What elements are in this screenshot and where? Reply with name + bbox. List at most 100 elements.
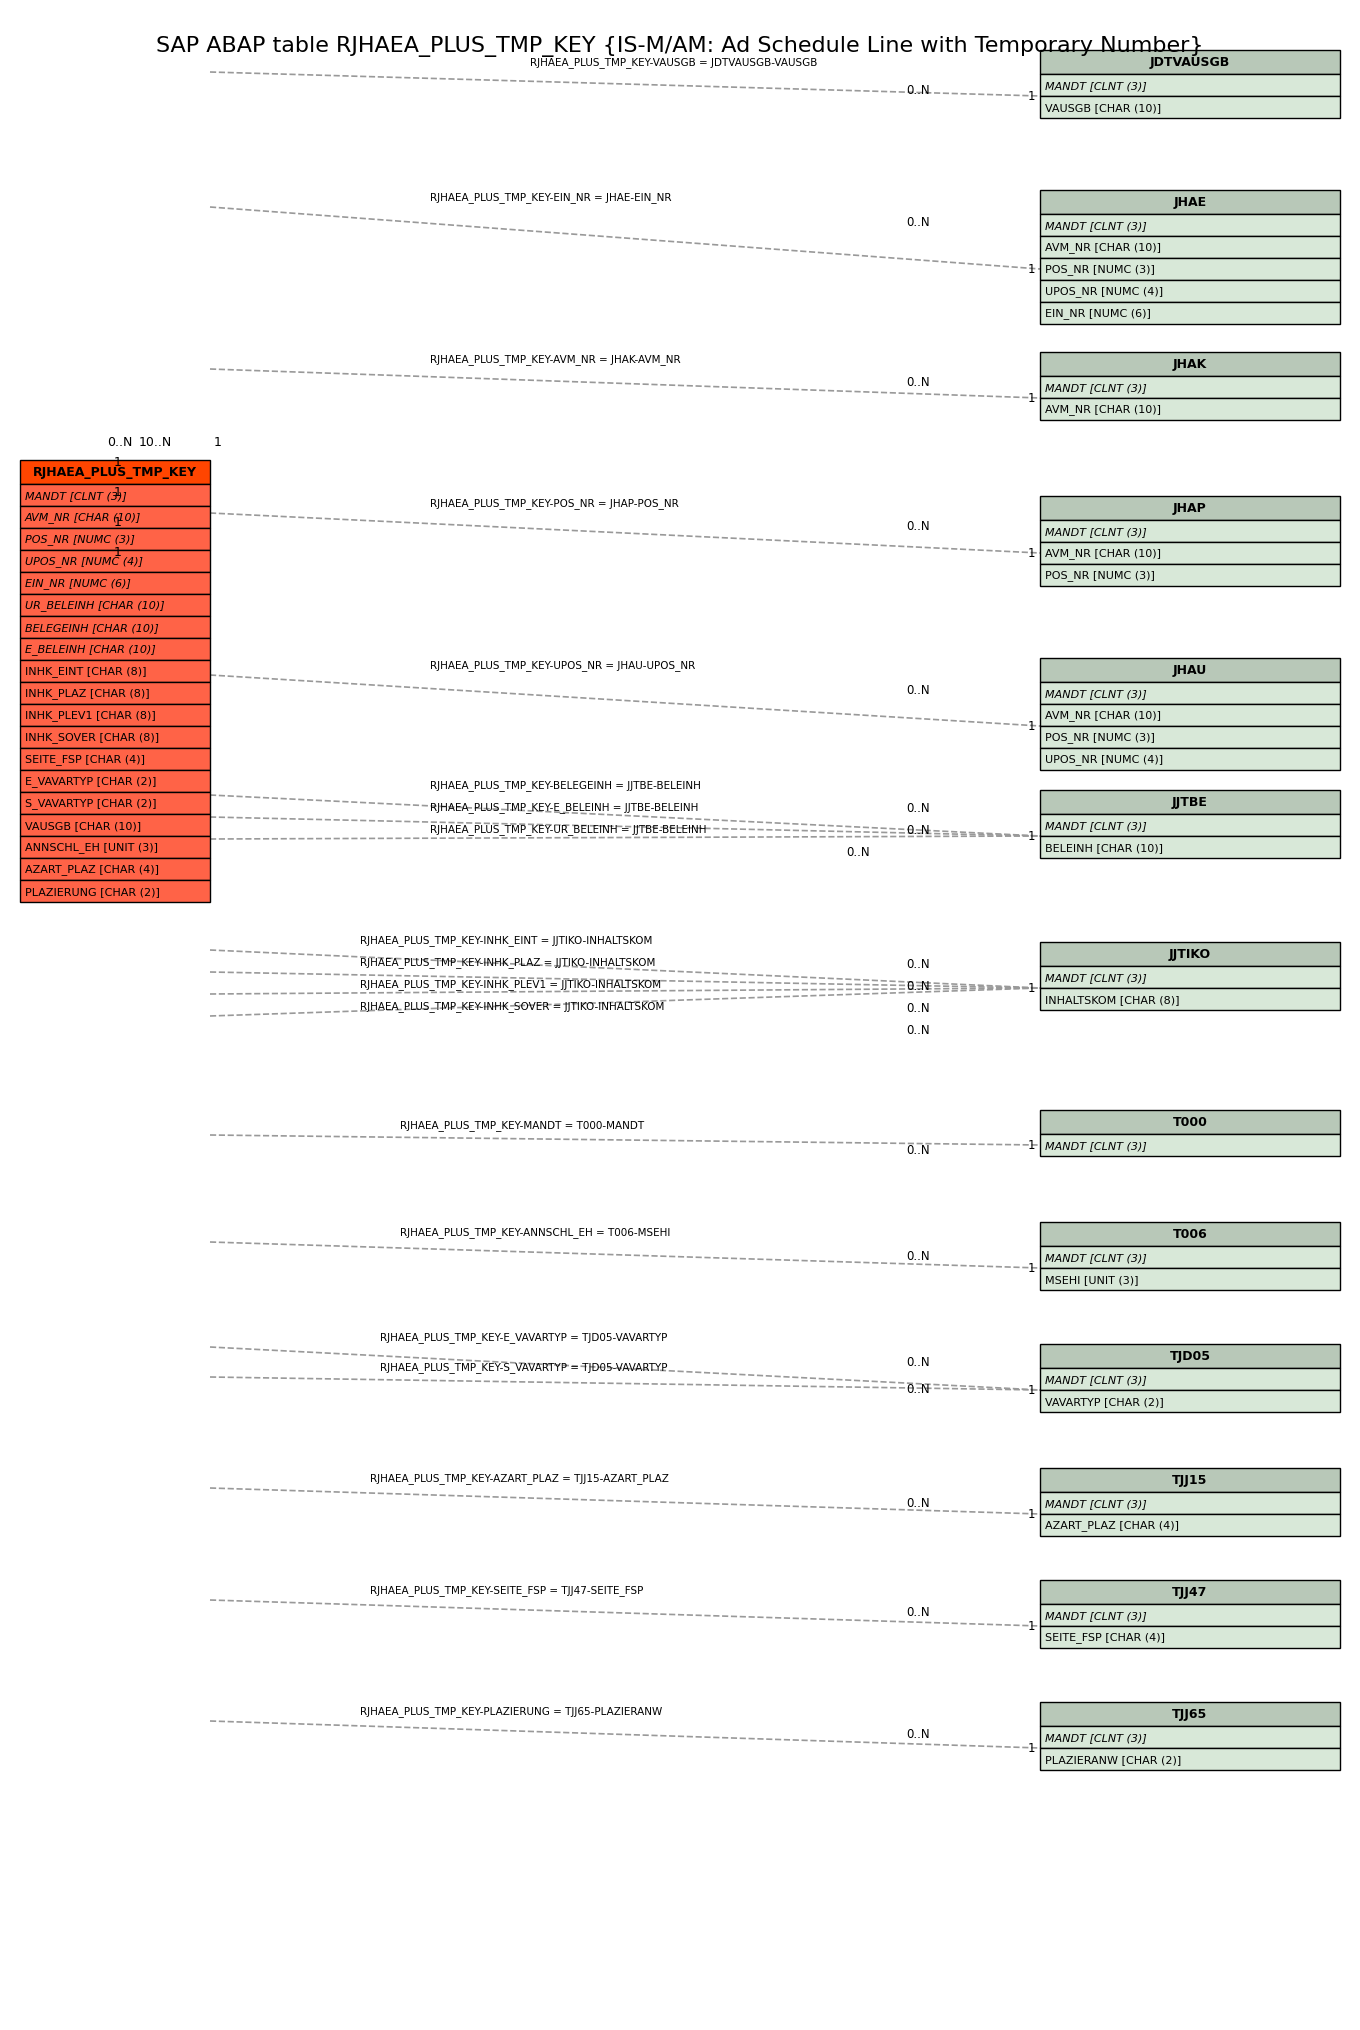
FancyBboxPatch shape: [1040, 1468, 1340, 1492]
Text: POS_NR [NUMC (3)]: POS_NR [NUMC (3)]: [1044, 570, 1155, 581]
Text: JJTIKO: JJTIKO: [1170, 948, 1210, 960]
Text: RJHAEA_PLUS_TMP_KEY-INHK_PLEV1 = JJTIKO-INHALTSKOM: RJHAEA_PLUS_TMP_KEY-INHK_PLEV1 = JJTIKO-…: [360, 978, 661, 989]
Text: 0..N: 0..N: [906, 1496, 930, 1510]
Text: 1: 1: [1028, 983, 1035, 995]
FancyBboxPatch shape: [1040, 564, 1340, 587]
Text: 0..N: 0..N: [906, 958, 930, 970]
Text: 1: 1: [214, 436, 222, 449]
Text: PLAZIERANW [CHAR (2)]: PLAZIERANW [CHAR (2)]: [1044, 1754, 1182, 1764]
FancyBboxPatch shape: [1040, 1626, 1340, 1648]
Text: 0..N: 0..N: [906, 1382, 930, 1397]
Text: RJHAEA_PLUS_TMP_KEY-E_VAVARTYP = TJD05-VAVARTYP: RJHAEA_PLUS_TMP_KEY-E_VAVARTYP = TJD05-V…: [379, 1332, 668, 1342]
Text: UR_BELEINH [CHAR (10)]: UR_BELEINH [CHAR (10)]: [24, 601, 165, 611]
Text: 1: 1: [1028, 548, 1035, 560]
FancyBboxPatch shape: [20, 660, 209, 682]
FancyBboxPatch shape: [1040, 1368, 1340, 1391]
Text: RJHAEA_PLUS_TMP_KEY-POS_NR = JHAP-POS_NR: RJHAEA_PLUS_TMP_KEY-POS_NR = JHAP-POS_NR: [430, 497, 679, 510]
FancyBboxPatch shape: [1040, 378, 1340, 398]
Text: 1: 1: [1028, 1263, 1035, 1275]
Text: POS_NR [NUMC (3)]: POS_NR [NUMC (3)]: [1044, 733, 1155, 743]
Text: POS_NR [NUMC (3)]: POS_NR [NUMC (3)]: [1044, 264, 1155, 276]
Text: 1: 1: [1028, 1742, 1035, 1754]
Text: SAP ABAP table RJHAEA_PLUS_TMP_KEY {IS-M/AM: Ad Schedule Line with Temporary Num: SAP ABAP table RJHAEA_PLUS_TMP_KEY {IS-M…: [156, 37, 1204, 57]
Text: 1: 1: [1028, 830, 1035, 842]
Text: MANDT [CLNT (3)]: MANDT [CLNT (3)]: [1044, 1732, 1146, 1742]
FancyBboxPatch shape: [1040, 1726, 1340, 1748]
Text: MANDT [CLNT (3)]: MANDT [CLNT (3)]: [1044, 526, 1146, 536]
FancyBboxPatch shape: [1040, 658, 1340, 682]
Text: 0..N: 0..N: [906, 802, 930, 816]
FancyBboxPatch shape: [1040, 1514, 1340, 1537]
Text: 0..N: 0..N: [906, 824, 930, 836]
Text: 0..N: 0..N: [906, 376, 930, 390]
FancyBboxPatch shape: [1040, 1246, 1340, 1269]
Text: TJJ47: TJJ47: [1172, 1585, 1208, 1600]
Text: 0..N: 0..N: [906, 1145, 930, 1157]
Text: S_VAVARTYP [CHAR (2)]: S_VAVARTYP [CHAR (2)]: [24, 798, 156, 810]
Text: MANDT [CLNT (3)]: MANDT [CLNT (3)]: [1044, 820, 1146, 830]
FancyBboxPatch shape: [20, 749, 209, 771]
Text: 1: 1: [114, 457, 122, 469]
Text: EIN_NR [NUMC (6)]: EIN_NR [NUMC (6)]: [24, 579, 131, 589]
FancyBboxPatch shape: [1040, 542, 1340, 564]
Text: INHK_PLAZ [CHAR (8)]: INHK_PLAZ [CHAR (8)]: [24, 688, 150, 698]
Text: RJHAEA_PLUS_TMP_KEY-MANDT = T000-MANDT: RJHAEA_PLUS_TMP_KEY-MANDT = T000-MANDT: [400, 1119, 645, 1131]
Text: JHAU: JHAU: [1172, 664, 1208, 678]
Text: JDTVAUSGB: JDTVAUSGB: [1149, 57, 1231, 69]
Text: RJHAEA_PLUS_TMP_KEY-SEITE_FSP = TJJ47-SEITE_FSP: RJHAEA_PLUS_TMP_KEY-SEITE_FSP = TJJ47-SE…: [370, 1583, 643, 1596]
Text: RJHAEA_PLUS_TMP_KEY-BELEGEINH = JJTBE-BELEINH: RJHAEA_PLUS_TMP_KEY-BELEGEINH = JJTBE-BE…: [430, 780, 700, 790]
FancyBboxPatch shape: [1040, 302, 1340, 325]
Text: 1: 1: [1028, 264, 1035, 276]
FancyBboxPatch shape: [1040, 522, 1340, 542]
FancyBboxPatch shape: [1040, 1135, 1340, 1157]
Text: ANNSCHL_EH [UNIT (3)]: ANNSCHL_EH [UNIT (3)]: [24, 842, 158, 853]
FancyBboxPatch shape: [20, 727, 209, 749]
FancyBboxPatch shape: [1040, 1391, 1340, 1413]
FancyBboxPatch shape: [20, 704, 209, 727]
FancyBboxPatch shape: [1040, 790, 1340, 814]
FancyBboxPatch shape: [1040, 280, 1340, 302]
Text: JHAK: JHAK: [1172, 359, 1208, 371]
Text: TJJ65: TJJ65: [1172, 1707, 1208, 1721]
FancyBboxPatch shape: [1040, 727, 1340, 749]
Text: MANDT [CLNT (3)]: MANDT [CLNT (3)]: [1044, 1253, 1146, 1263]
Text: 0..N: 0..N: [906, 1250, 930, 1263]
Text: 1: 1: [1028, 1620, 1035, 1632]
FancyBboxPatch shape: [1040, 682, 1340, 704]
Text: 0..N: 0..N: [906, 520, 930, 534]
Text: RJHAEA_PLUS_TMP_KEY-INHK_EINT = JJTIKO-INHALTSKOM: RJHAEA_PLUS_TMP_KEY-INHK_EINT = JJTIKO-I…: [360, 934, 653, 946]
Text: VAUSGB [CHAR (10)]: VAUSGB [CHAR (10)]: [1044, 104, 1161, 114]
Text: MANDT [CLNT (3)]: MANDT [CLNT (3)]: [1044, 1498, 1146, 1508]
Text: AVM_NR [CHAR (10)]: AVM_NR [CHAR (10)]: [1044, 710, 1161, 721]
Text: EIN_NR [NUMC (6)]: EIN_NR [NUMC (6)]: [1044, 309, 1151, 319]
Text: E_BELEINH [CHAR (10)]: E_BELEINH [CHAR (10)]: [24, 644, 156, 656]
FancyBboxPatch shape: [1040, 814, 1340, 836]
Text: RJHAEA_PLUS_TMP_KEY-EIN_NR = JHAE-EIN_NR: RJHAEA_PLUS_TMP_KEY-EIN_NR = JHAE-EIN_NR: [430, 193, 672, 203]
Text: RJHAEA_PLUS_TMP_KEY-AZART_PLAZ = TJJ15-AZART_PLAZ: RJHAEA_PLUS_TMP_KEY-AZART_PLAZ = TJJ15-A…: [370, 1472, 669, 1484]
Text: RJHAEA_PLUS_TMP_KEY-INHK_PLAZ = JJTIKO-INHALTSKOM: RJHAEA_PLUS_TMP_KEY-INHK_PLAZ = JJTIKO-I…: [360, 956, 656, 968]
FancyBboxPatch shape: [1040, 1579, 1340, 1604]
FancyBboxPatch shape: [20, 595, 209, 617]
FancyBboxPatch shape: [1040, 1110, 1340, 1135]
FancyBboxPatch shape: [1040, 215, 1340, 238]
Text: MSEHI [UNIT (3)]: MSEHI [UNIT (3)]: [1044, 1275, 1138, 1285]
Text: MANDT [CLNT (3)]: MANDT [CLNT (3)]: [1044, 221, 1146, 231]
Text: T000: T000: [1172, 1116, 1208, 1129]
FancyBboxPatch shape: [1040, 1269, 1340, 1291]
Text: 1: 1: [1028, 1139, 1035, 1151]
Text: 0..N: 0..N: [906, 1003, 930, 1015]
Text: MANDT [CLNT (3)]: MANDT [CLNT (3)]: [1044, 1141, 1146, 1151]
Text: 0..N: 0..N: [107, 436, 133, 449]
Text: RJHAEA_PLUS_TMP_KEY-VAUSGB = JDTVAUSGB-VAUSGB: RJHAEA_PLUS_TMP_KEY-VAUSGB = JDTVAUSGB-V…: [530, 57, 817, 67]
Text: 0..N: 0..N: [906, 980, 930, 993]
FancyBboxPatch shape: [1040, 1748, 1340, 1770]
Text: 0..N: 0..N: [906, 217, 930, 229]
Text: AVM_NR [CHAR (10)]: AVM_NR [CHAR (10)]: [24, 512, 141, 524]
Text: MANDT [CLNT (3)]: MANDT [CLNT (3)]: [1044, 384, 1146, 394]
Text: 0..N: 0..N: [906, 85, 930, 97]
FancyBboxPatch shape: [20, 461, 209, 485]
FancyBboxPatch shape: [1040, 989, 1340, 1011]
Text: RJHAEA_PLUS_TMP_KEY-AVM_NR = JHAK-AVM_NR: RJHAEA_PLUS_TMP_KEY-AVM_NR = JHAK-AVM_NR: [430, 353, 680, 365]
Text: MANDT [CLNT (3)]: MANDT [CLNT (3)]: [1044, 1374, 1146, 1384]
Text: MANDT [CLNT (3)]: MANDT [CLNT (3)]: [1044, 972, 1146, 983]
